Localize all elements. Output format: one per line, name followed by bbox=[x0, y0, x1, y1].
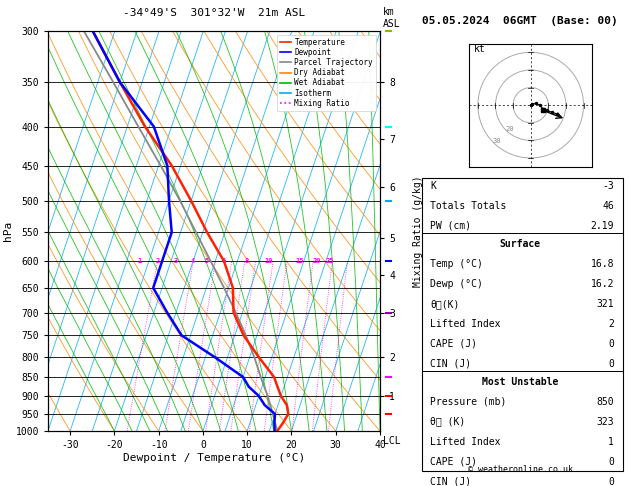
Text: 323: 323 bbox=[596, 417, 614, 427]
X-axis label: Dewpoint / Temperature (°C): Dewpoint / Temperature (°C) bbox=[123, 453, 305, 463]
Text: K: K bbox=[430, 181, 436, 191]
Text: Totals Totals: Totals Totals bbox=[430, 201, 506, 211]
Text: LCL: LCL bbox=[383, 436, 401, 446]
Text: Dewp (°C): Dewp (°C) bbox=[430, 278, 483, 289]
Text: 2: 2 bbox=[608, 319, 614, 329]
Text: CAPE (J): CAPE (J) bbox=[430, 457, 477, 467]
Text: 20: 20 bbox=[313, 258, 321, 264]
Text: 46: 46 bbox=[603, 201, 614, 211]
Text: Pressure (mb): Pressure (mb) bbox=[430, 397, 506, 407]
Text: 0: 0 bbox=[608, 339, 614, 348]
Bar bbox=[421, 178, 623, 471]
Text: θᴇ(K): θᴇ(K) bbox=[430, 299, 460, 309]
Text: 3: 3 bbox=[173, 258, 177, 264]
Text: 0: 0 bbox=[608, 477, 614, 486]
Text: 5: 5 bbox=[204, 258, 208, 264]
Text: Surface: Surface bbox=[499, 239, 540, 249]
Text: km
ASL: km ASL bbox=[383, 7, 401, 29]
Text: Mixing Ratio (g/kg): Mixing Ratio (g/kg) bbox=[413, 175, 423, 287]
Text: 20: 20 bbox=[505, 125, 514, 132]
Text: Lifted Index: Lifted Index bbox=[430, 319, 501, 329]
Text: 30: 30 bbox=[493, 138, 501, 144]
Text: Most Unstable: Most Unstable bbox=[482, 377, 558, 387]
Text: 05.05.2024  06GMT  (Base: 00): 05.05.2024 06GMT (Base: 00) bbox=[422, 16, 618, 26]
Text: kt: kt bbox=[474, 44, 486, 54]
Text: -3: -3 bbox=[603, 181, 614, 191]
Text: 2: 2 bbox=[155, 258, 160, 264]
Text: θᴇ (K): θᴇ (K) bbox=[430, 417, 465, 427]
Text: CIN (J): CIN (J) bbox=[430, 359, 471, 369]
Text: Temp (°C): Temp (°C) bbox=[430, 259, 483, 269]
Text: PW (cm): PW (cm) bbox=[430, 221, 471, 231]
Text: 16.2: 16.2 bbox=[591, 278, 614, 289]
Text: 15: 15 bbox=[295, 258, 304, 264]
Text: 4: 4 bbox=[191, 258, 195, 264]
Text: 0: 0 bbox=[608, 457, 614, 467]
Text: © weatheronline.co.uk: © weatheronline.co.uk bbox=[467, 465, 572, 474]
Legend: Temperature, Dewpoint, Parcel Trajectory, Dry Adiabat, Wet Adiabat, Isotherm, Mi: Temperature, Dewpoint, Parcel Trajectory… bbox=[277, 35, 376, 111]
Text: Lifted Index: Lifted Index bbox=[430, 436, 501, 447]
Text: CIN (J): CIN (J) bbox=[430, 477, 471, 486]
Text: CAPE (J): CAPE (J) bbox=[430, 339, 477, 348]
Text: 2.19: 2.19 bbox=[591, 221, 614, 231]
Text: 0: 0 bbox=[608, 359, 614, 369]
Text: 8: 8 bbox=[244, 258, 248, 264]
Text: 16.8: 16.8 bbox=[591, 259, 614, 269]
Text: 25: 25 bbox=[326, 258, 335, 264]
Y-axis label: hPa: hPa bbox=[3, 221, 13, 241]
Text: 850: 850 bbox=[596, 397, 614, 407]
Text: 1: 1 bbox=[138, 258, 142, 264]
Text: 6: 6 bbox=[222, 258, 226, 264]
Text: -34°49'S  301°32'W  21m ASL: -34°49'S 301°32'W 21m ASL bbox=[123, 8, 305, 18]
Text: 1: 1 bbox=[608, 436, 614, 447]
Text: 321: 321 bbox=[596, 299, 614, 309]
Text: 10: 10 bbox=[264, 258, 272, 264]
